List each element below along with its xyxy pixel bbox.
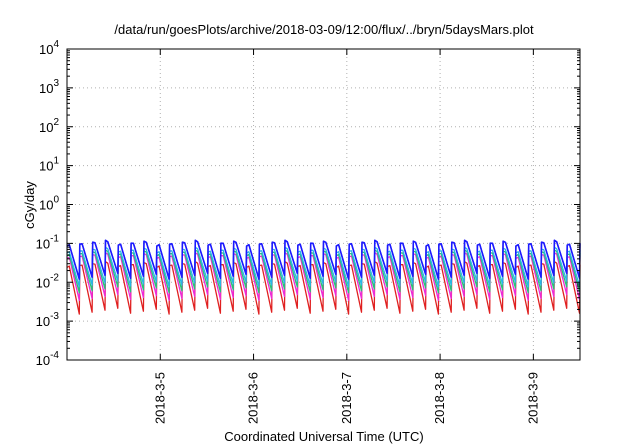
series-layer bbox=[66, 239, 581, 315]
y-tick-label: 10-2 bbox=[36, 272, 60, 290]
y-tick-label: 104 bbox=[39, 39, 59, 57]
series-line bbox=[66, 239, 581, 280]
y-tick-label: 103 bbox=[39, 78, 59, 96]
y-tick-label: 102 bbox=[39, 117, 59, 135]
x-axis-label: Coordinated Universal Time (UTC) bbox=[224, 429, 423, 444]
y-tick-label: 10-1 bbox=[36, 233, 60, 251]
chart-title: /data/run/goesPlots/archive/2018-03-09/1… bbox=[114, 22, 534, 37]
y-tick-label: 101 bbox=[39, 156, 59, 174]
x-axis: 2018-3-5 2018-3-6 2018-3-7 2018-3-8 2018-3-9 bbox=[152, 49, 540, 424]
y-tick-label: 10-4 bbox=[36, 350, 60, 368]
y-tick-label: 10-3 bbox=[36, 311, 60, 329]
y-axis: 104 103 102 101 100 10-1 10-2 10-3 10-4 bbox=[36, 39, 580, 368]
x-tick-label: 2018-3-9 bbox=[525, 372, 540, 424]
y-axis-label: cGy/day bbox=[22, 181, 37, 229]
x-tick-label: 2018-3-6 bbox=[246, 372, 261, 424]
x-tick-label: 2018-3-5 bbox=[152, 372, 167, 424]
y-tick-label: 100 bbox=[39, 195, 59, 213]
grid-lines bbox=[67, 49, 580, 360]
x-tick-label: 2018-3-8 bbox=[432, 372, 447, 424]
x-tick-label: 2018-3-7 bbox=[339, 372, 354, 424]
